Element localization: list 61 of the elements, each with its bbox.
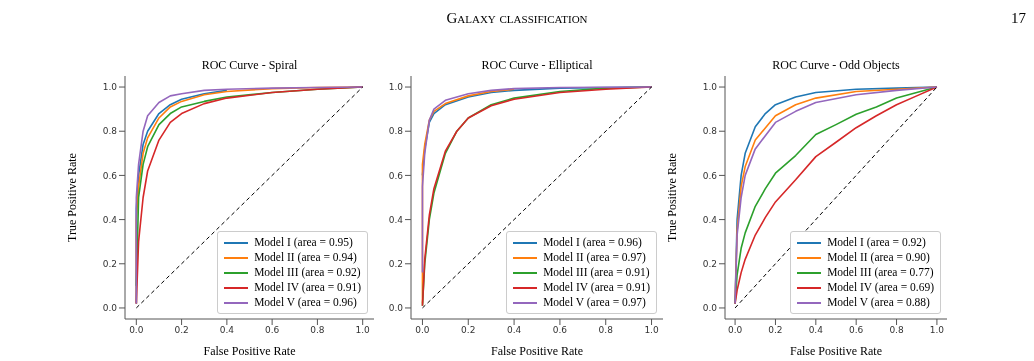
legend-label: Model V (area = 0.96) <box>254 295 357 310</box>
legend-label: Model III (area = 0.92) <box>254 265 361 280</box>
x-tick-label: 1.0 <box>644 325 659 336</box>
x-tick-label: 0.4 <box>506 325 522 336</box>
chart-title: ROC Curve - Elliptical <box>480 58 594 73</box>
y-axis-title: True Positive Rate <box>65 153 80 242</box>
x-tick-label: 0.4 <box>219 325 235 336</box>
x-tick-label: 0.8 <box>889 325 904 336</box>
text: Galaxy classification <box>446 10 588 26</box>
chart-title: ROC Curve - Odd Objects <box>771 58 901 73</box>
y-tick-label: 0.4 <box>702 214 718 225</box>
y-tick-label: 1.0 <box>702 82 718 93</box>
x-tick-label: 0.6 <box>552 325 568 336</box>
y-tick-label: 0.6 <box>702 170 718 181</box>
legend-label: Model II (area = 0.97) <box>543 250 646 265</box>
x-tick-label: 1.0 <box>355 325 371 336</box>
y-tick-label: 0.0 <box>102 303 118 314</box>
y-tick-label: 0.2 <box>102 258 117 269</box>
x-tick-label: 0.8 <box>598 325 614 336</box>
y-tick-label: 0.8 <box>388 126 404 137</box>
y-tick-label: 0.4 <box>102 214 118 225</box>
legend-label: Model I (area = 0.96) <box>543 235 642 250</box>
y-tick-label: 0.4 <box>388 214 404 225</box>
legend-label: Model III (area = 0.77) <box>827 265 934 280</box>
legend-label: Model I (area = 0.92) <box>827 235 926 250</box>
y-tick-label: 0.6 <box>388 170 404 181</box>
legend-label: Model IV (area = 0.91) <box>543 280 650 295</box>
x-tick-label: 0.0 <box>727 325 743 336</box>
x-axis-title: False Positive Rate <box>790 344 882 358</box>
legend-label: Model II (area = 0.90) <box>827 250 930 265</box>
x-tick-label: 0.0 <box>415 325 430 336</box>
y-axis-title: True Positive Rate <box>665 153 680 242</box>
legend-label: Model IV (area = 0.91) <box>254 280 361 295</box>
text: 17 <box>1011 10 1026 27</box>
legend-label: Model III (area = 0.91) <box>543 265 650 280</box>
x-tick-label: 0.2 <box>174 325 189 336</box>
y-tick-label: 0.8 <box>102 126 118 137</box>
x-tick-label: 0.4 <box>808 325 824 336</box>
y-tick-label: 0.6 <box>102 170 118 181</box>
x-tick-label: 0.8 <box>310 325 325 336</box>
y-tick-label: 0.2 <box>702 258 717 269</box>
legend-label: Model I (area = 0.95) <box>254 235 353 250</box>
y-tick-label: 0.2 <box>388 258 403 269</box>
legend-label: Model V (area = 0.88) <box>827 295 930 310</box>
x-tick-label: 0.6 <box>849 325 864 336</box>
y-tick-label: 1.0 <box>102 82 118 93</box>
x-tick-label: 0.2 <box>768 325 783 336</box>
x-tick-label: 0.6 <box>264 325 280 336</box>
x-axis-title: False Positive Rate <box>491 344 583 358</box>
legend-label: Model V (area = 0.97) <box>543 295 646 310</box>
y-tick-label: 0.8 <box>702 126 718 137</box>
x-axis-title: False Positive Rate <box>203 344 296 358</box>
legend-label: Model IV (area = 0.69) <box>827 280 934 295</box>
y-tick-label: 0.0 <box>702 303 718 314</box>
x-tick-label: 1.0 <box>929 325 945 336</box>
y-tick-label: 0.0 <box>388 303 404 314</box>
x-tick-label: 0.0 <box>129 325 144 336</box>
chart-title: ROC Curve - Spiral <box>200 58 299 73</box>
x-tick-label: 0.2 <box>461 325 476 336</box>
legend-label: Model II (area = 0.94) <box>254 250 357 265</box>
y-tick-label: 1.0 <box>388 82 404 93</box>
